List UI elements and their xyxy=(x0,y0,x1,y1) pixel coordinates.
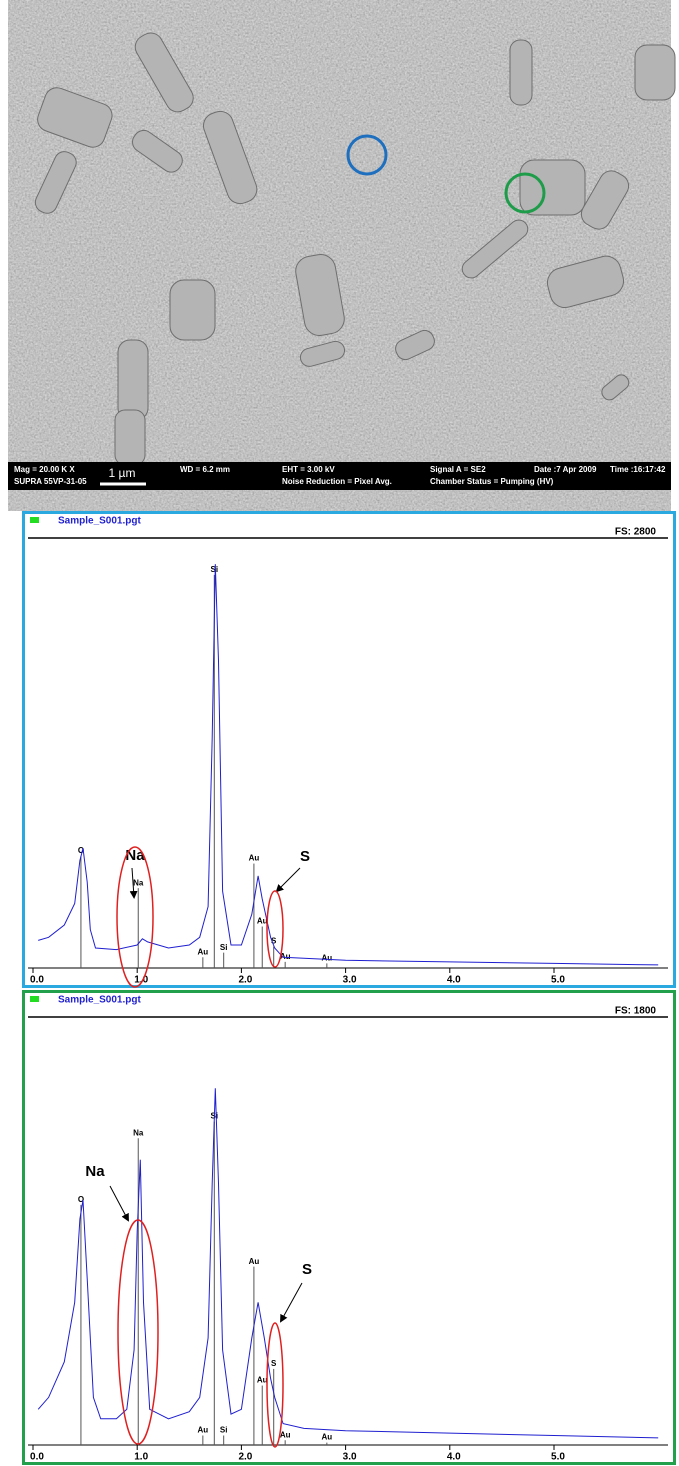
annotation: S xyxy=(302,1261,312,1278)
x-tick-label: 0.0 xyxy=(30,975,44,986)
annotation: Na xyxy=(125,847,145,864)
full-scale-label: FS: 1800 xyxy=(615,1006,657,1017)
sem-info: Signal A = SE2 xyxy=(430,465,486,474)
element-label: Si xyxy=(211,565,219,574)
panel-border xyxy=(22,990,676,1465)
element-label: Au xyxy=(249,1257,260,1266)
x-tick-label: 0.0 xyxy=(30,1452,44,1463)
element-label: S xyxy=(271,937,277,946)
element-label: Au xyxy=(280,952,291,961)
annotation-arrow xyxy=(280,1282,303,1323)
spectrum-title: Sample_S001.pgt xyxy=(58,516,141,527)
sem-info: Date :7 Apr 2009 xyxy=(534,465,597,474)
x-tick-label: 5.0 xyxy=(551,975,565,986)
sem-info: Mag = 20.00 K X xyxy=(14,465,75,474)
annotation-arrow xyxy=(275,867,301,893)
sem-info: Noise Reduction = Pixel Avg. xyxy=(282,477,392,486)
x-tick-label: 3.0 xyxy=(343,975,357,986)
element-label: Au xyxy=(257,1376,268,1385)
scale-bar-label: 1 µm xyxy=(109,466,136,480)
annotation-ellipse xyxy=(266,1322,284,1448)
x-tick-label: 2.0 xyxy=(238,975,252,986)
spectrum-title: Sample_S001.pgt xyxy=(58,995,141,1006)
sem-image xyxy=(8,0,676,511)
x-tick-label: 4.0 xyxy=(447,1452,461,1463)
annotation-ellipse xyxy=(117,1219,159,1445)
element-label: Au xyxy=(257,917,268,926)
x-tick-label: 1.0 xyxy=(134,975,148,986)
annotation: Na xyxy=(85,1163,105,1180)
element-label: Si xyxy=(220,943,228,952)
element-label: Au xyxy=(322,1433,333,1442)
annotation: S xyxy=(300,848,310,865)
x-tick-label: 1.0 xyxy=(134,1452,148,1463)
element-label: S xyxy=(271,1359,277,1368)
sem-info: SUPRA 55VP-31-05 xyxy=(14,477,87,486)
x-tick-label: 4.0 xyxy=(447,975,461,986)
element-label: Au xyxy=(249,854,260,863)
legend-swatch xyxy=(30,996,39,1002)
element-label: Au xyxy=(280,1430,291,1439)
x-tick-label: 3.0 xyxy=(343,1452,357,1463)
full-scale-label: FS: 2800 xyxy=(615,527,657,538)
x-tick-label: 5.0 xyxy=(551,1452,565,1463)
x-tick-label: 2.0 xyxy=(238,1452,252,1463)
element-label: Au xyxy=(322,954,333,963)
element-label: Na xyxy=(133,1128,144,1137)
sem-info: Chamber Status = Pumping (HV) xyxy=(430,477,554,486)
spectrum-line xyxy=(37,1088,659,1439)
element-label: O xyxy=(78,1195,84,1204)
panel-border xyxy=(22,511,676,988)
sem-info: WD = 6.2 mm xyxy=(180,465,230,474)
annotation-ellipse xyxy=(266,890,284,968)
element-label: Si xyxy=(220,1426,228,1435)
element-label: O xyxy=(78,846,84,855)
element-label: Na xyxy=(133,878,144,887)
sem-info: EHT = 3.00 kV xyxy=(282,465,335,474)
annotation-arrow xyxy=(129,867,138,899)
annotation-ellipse xyxy=(116,846,154,988)
element-label: Au xyxy=(198,1426,209,1435)
sem-info: Time :16:17:42 xyxy=(610,465,666,474)
legend-swatch xyxy=(30,517,39,523)
element-label: Au xyxy=(198,947,209,956)
annotation-arrow xyxy=(109,1185,129,1222)
spectrum-line xyxy=(38,564,659,966)
